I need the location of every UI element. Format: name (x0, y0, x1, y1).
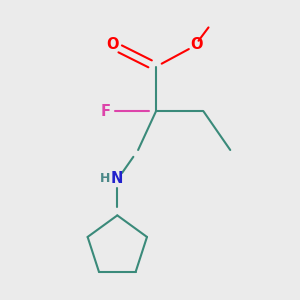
Text: H: H (100, 172, 110, 185)
Text: F: F (100, 104, 110, 119)
Text: O: O (190, 37, 202, 52)
Text: O: O (106, 37, 119, 52)
Text: N: N (111, 171, 124, 186)
